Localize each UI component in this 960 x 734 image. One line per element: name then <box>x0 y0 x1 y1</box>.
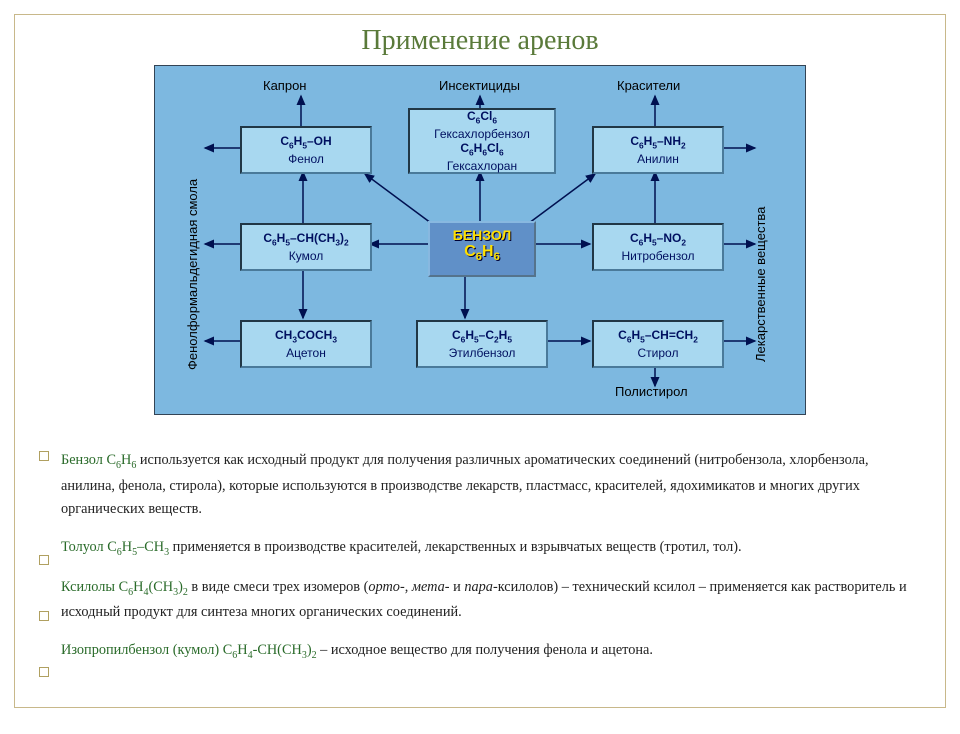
text-p3d: -, <box>400 579 412 595</box>
text-p1: используется как исходный продукт для по… <box>61 452 869 517</box>
term-cumene: Изопропилбензол (кумол) <box>61 642 219 658</box>
text-para: пара <box>464 579 493 595</box>
benzene-diagram: БЕНЗОЛC6H6 C6H5–OHФенол C6Cl6Гексахлорбенз… <box>154 65 806 415</box>
bullet-3 <box>39 611 49 621</box>
formula-cumene: C6H4-CH(CH3)2 <box>223 642 317 658</box>
slide-frame: Применение аренов БЕНЗОЛC6H6 C6H5–OHФенол… <box>14 14 946 708</box>
para-benzene: Бензол C6H6 используется как исходный пр… <box>61 449 917 522</box>
term-toluene: Толуол <box>61 539 104 555</box>
bullet-1 <box>39 451 49 461</box>
slide-title: Применение аренов <box>15 15 945 57</box>
para-xylene: Ксилолы C6H4(CH3)2 в виде смеси трех изо… <box>61 576 917 625</box>
box-ethyl: C6H5–C2H5Этилбензол <box>416 320 548 368</box>
term-benzene: Бензол <box>61 452 103 468</box>
box-phenol: C6H5–OHФенол <box>240 126 372 174</box>
center-benzene: БЕНЗОЛC6H6 <box>428 221 536 277</box>
hlabel-insect: Инсектициды <box>439 78 520 93</box>
text-p4: – исходное вещество для получения фенола… <box>317 642 653 658</box>
box-cumene: C6H5–CH(CH3)2Кумол <box>240 223 372 271</box>
para-toluene: Толуол C6H5–CH3 применяется в производст… <box>61 536 917 561</box>
bullet-2 <box>39 555 49 565</box>
box-hexa: C6Cl6ГексахлорбензолC6H6Cl6Гексахлоран <box>408 108 556 174</box>
text-p3b: в виде смеси трех изомеров ( <box>188 579 368 595</box>
hlabel-polystyrene: Полистирол <box>615 384 688 399</box>
bullet-4 <box>39 667 49 677</box>
box-nitro: C6H5–NO2Нитробензол <box>592 223 724 271</box>
formula-toluene: C6H5–CH3 <box>107 539 169 555</box>
text-meta: мета <box>412 579 445 595</box>
formula-xylene: C6H4(CH3)2 <box>119 579 188 595</box>
box-acetone: CH3COCH3Ацетон <box>240 320 372 368</box>
box-styrene: C6H5–CH=CH2Стирол <box>592 320 724 368</box>
box-aniline: C6H5–NH2Анилин <box>592 126 724 174</box>
para-cumene: Изопропилбензол (кумол) C6H4-CH(CH3)2 – … <box>61 639 917 664</box>
vlabel-meds: Лекарственные вещества <box>753 132 768 362</box>
hlabel-kapron: Капрон <box>263 78 306 93</box>
term-xylene: Ксилолы <box>61 579 115 595</box>
text-ortho: орто <box>368 579 400 595</box>
text-p2: применяется в производстве красителей, л… <box>169 539 742 555</box>
description-text: Бензол C6H6 используется как исходный пр… <box>61 435 917 679</box>
hlabel-dyes: Красители <box>617 78 680 93</box>
text-p3f2: - и <box>445 579 465 595</box>
vlabel-resin: Фенолформальдегидная смола <box>185 120 200 370</box>
formula-benzene: C6H6 <box>106 452 136 468</box>
